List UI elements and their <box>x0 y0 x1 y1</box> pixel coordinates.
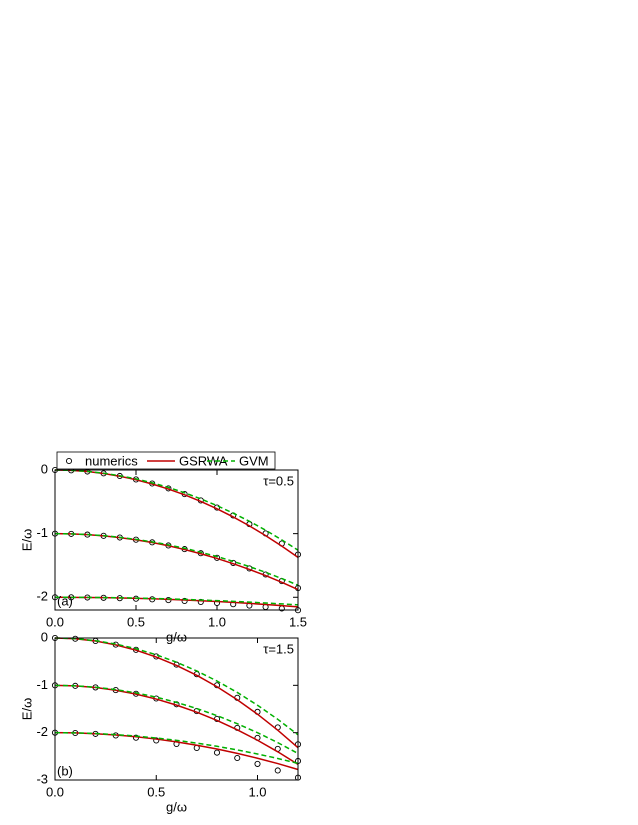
data-point <box>254 760 261 767</box>
y-tick-label: 0 <box>41 461 48 476</box>
plot-frame <box>54 637 299 781</box>
legend-marker <box>65 457 73 465</box>
series-line <box>54 731 299 765</box>
x-tick-label: 1.0 <box>208 614 226 629</box>
x-tick-label: 0.0 <box>46 784 64 799</box>
data-point <box>153 737 160 744</box>
x-axis-label: g/ω <box>166 799 187 814</box>
series-line <box>54 637 299 736</box>
data-point <box>181 597 188 605</box>
x-axis-label: g/ω <box>166 629 187 644</box>
series-line <box>54 684 299 755</box>
y-tick-label: -1 <box>36 677 48 692</box>
y-tick-label: -1 <box>36 525 48 540</box>
data-point <box>213 749 221 756</box>
y-tick-label: -2 <box>36 589 48 604</box>
panel-label: (a) <box>57 593 73 608</box>
series-line <box>54 684 299 766</box>
x-tick-label: 0.5 <box>147 784 165 799</box>
x-tick-label: 1.0 <box>248 784 266 799</box>
x-tick-label: 1.5 <box>289 614 307 629</box>
series-line <box>54 596 299 606</box>
data-point <box>274 767 281 774</box>
data-point <box>234 754 241 762</box>
series-line <box>54 532 299 586</box>
plot-frame <box>54 469 299 611</box>
y-axis-label: E/ω <box>19 698 34 720</box>
annotation: τ=0.5 <box>263 473 294 488</box>
series-line <box>54 731 299 771</box>
y-tick-label: -2 <box>36 724 48 739</box>
y-tick-label: 0 <box>41 629 48 644</box>
series-line <box>54 637 299 749</box>
x-tick-label: 0.5 <box>127 614 145 629</box>
legend-label: numerics <box>85 453 138 468</box>
legend-label: GSRWA <box>179 453 228 468</box>
series-line <box>54 469 299 558</box>
y-tick-label: -3 <box>36 771 48 786</box>
series-line <box>54 532 299 591</box>
panel-label: (b) <box>57 763 73 778</box>
annotation: τ=1.5 <box>263 641 294 656</box>
series-line <box>54 469 299 551</box>
y-axis-label: E/ω <box>19 529 34 551</box>
x-tick-label: 0.0 <box>46 614 64 629</box>
legend-label: GVM <box>239 453 269 468</box>
